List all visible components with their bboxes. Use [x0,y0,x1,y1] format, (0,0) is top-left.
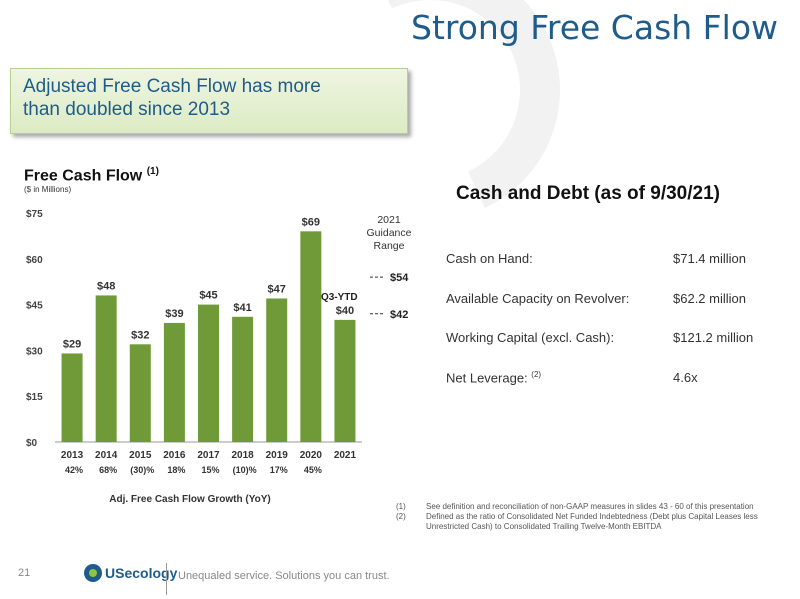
bar [266,298,288,442]
growth-label: 17% [270,465,288,475]
cash-row-value: $71.4 million [673,251,746,266]
guidance-title-line: Range [374,240,405,252]
guidance-value-label: $54 [390,272,409,284]
x-tick-label: 2013 [61,450,84,461]
page-number: 21 [18,567,31,579]
cash-row-label: Cash on Hand: [446,251,533,266]
footnote-number: (2) [396,512,406,521]
guidance-title-line: Guidance [367,227,412,239]
bar [95,295,117,442]
guidance-title-line: 2021 [377,214,401,226]
bar-value-label: $69 [302,216,320,228]
cash-row: Available Capacity on Revolver: $62.2 mi… [446,291,746,306]
cash-row-label: Net Leverage: [446,370,528,386]
bar-value-label: $47 [268,283,286,295]
cash-row: Net Leverage: (2) 4.6x [446,370,698,386]
tagline: Unequaled service. Solutions you can tru… [178,570,390,582]
growth-label: 15% [201,465,219,475]
footnote-text: Defined as the ratio of Consolidated Net… [426,512,758,531]
bar-value-label: $41 [233,302,251,314]
bar [232,316,254,442]
callout-box: Adjusted Free Cash Flow has more than do… [10,68,408,134]
ytd-label: Q3-YTD [321,292,358,303]
bar-value-label: $40 [336,305,354,317]
cash-row: Working Capital (excl. Cash): $121.2 mil… [446,330,753,345]
x-tick-label: 2015 [129,450,152,461]
chart-heading: Free Cash Flow (1) [24,166,159,185]
y-tick-label: $30 [26,346,43,357]
growth-label: 45% [304,465,322,475]
chart-heading-footnote: (1) [146,166,159,177]
cash-row-label: Working Capital (excl. Cash): [446,330,615,345]
cash-row-footnote: (2) [531,370,542,379]
footnote-text: See definition and reconciliation of non… [426,502,754,511]
bar [300,231,322,442]
x-tick-label: 2020 [300,450,323,461]
bar-value-label: $45 [199,290,217,302]
chart-heading-text: Free Cash Flow [24,167,143,185]
footnotes: (1) See definition and reconciliation of… [396,502,786,532]
cash-row: Cash on Hand: $71.4 million [446,251,746,266]
bar-value-label: $32 [131,329,149,341]
cash-row-value: 4.6x [673,370,698,385]
growth-label: 42% [65,465,83,475]
x-tick-label: 2021 [334,450,357,461]
callout-line-2: than doubled since 2013 [23,99,231,120]
x-tick-label: 2018 [231,450,254,461]
growth-label: 18% [167,465,185,475]
footer-divider [166,563,167,595]
bar [334,319,356,442]
cash-row-value: $62.2 million [673,291,746,306]
bar [61,353,83,442]
chart-unit-label: ($ in Millions) [24,185,72,194]
y-tick-label: $15 [26,392,43,403]
x-tick-label: 2014 [95,450,118,461]
bar [163,322,185,442]
bar-value-label: $29 [63,338,81,350]
y-tick-label: $75 [26,209,43,220]
y-tick-label: $0 [26,438,38,449]
logo-mark-icon [84,564,102,582]
bar [198,304,219,442]
bar [129,344,151,442]
cash-row-label: Available Capacity on Revolver: [446,291,630,306]
bar-value-label: $48 [97,280,115,292]
x-tick-label: 2019 [266,450,289,461]
free-cash-flow-chart: $0 $15 $30 $45 $60 $75 $29 2013 $48 2014 $32 2015 $3… [26,209,412,505]
y-tick-label: $45 [26,301,43,312]
guidance-value-label: $42 [390,309,408,321]
company-logo: USecology [84,564,177,582]
cash-row-value: $121.2 million [673,330,754,345]
logo-text: USecology [105,565,178,581]
x-tick-label: 2017 [197,450,220,461]
callout-line-1: Adjusted Free Cash Flow has more [23,76,321,97]
x-axis-title: Adj. Free Cash Flow Growth (YoY) [109,494,271,505]
footnote-item: (2) Defined as the ratio of Consolidated… [396,512,786,532]
growth-label: 68% [99,465,117,475]
x-tick-label: 2016 [163,450,186,461]
growth-label: (10)% [233,465,257,475]
footnote-number: (1) [396,502,406,511]
slide-title: Strong Free Cash Flow [411,8,778,47]
bar-value-label: $39 [165,308,183,320]
cash-debt-title: Cash and Debt (as of 9/30/21) [456,183,720,204]
y-tick-label: $60 [26,255,43,266]
growth-label: (30)% [130,465,154,475]
footnote-item: (1) See definition and reconciliation of… [396,502,786,512]
